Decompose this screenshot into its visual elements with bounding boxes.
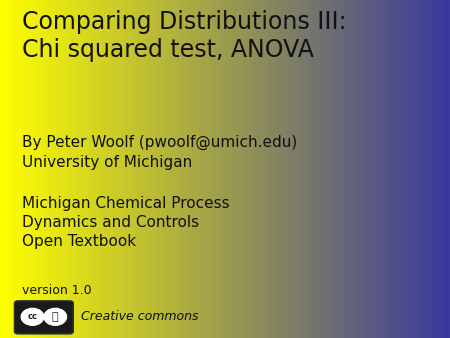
Circle shape — [21, 308, 44, 325]
Text: By Peter Woolf (pwoolf@umich.edu)
University of Michigan: By Peter Woolf (pwoolf@umich.edu) Univer… — [22, 135, 298, 170]
Text: cc: cc — [27, 312, 37, 321]
FancyBboxPatch shape — [14, 301, 73, 334]
Text: Creative commons: Creative commons — [81, 310, 198, 323]
Text: Ⓘ: Ⓘ — [52, 312, 58, 322]
Text: Comparing Distributions III:
Chi squared test, ANOVA: Comparing Distributions III: Chi squared… — [22, 10, 347, 62]
Circle shape — [44, 308, 67, 325]
Text: Michigan Chemical Process
Dynamics and Controls
Open Textbook: Michigan Chemical Process Dynamics and C… — [22, 196, 230, 249]
Text: version 1.0: version 1.0 — [22, 284, 92, 297]
